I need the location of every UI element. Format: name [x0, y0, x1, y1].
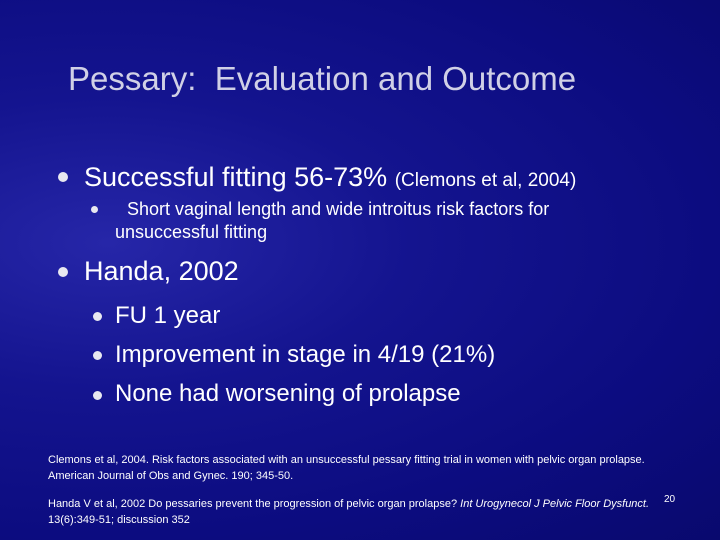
reference-journal: Int Urogynecol J Pelvic Floor Dysfunct.: [460, 498, 650, 510]
sub-bullet: Improvement in stage in 4/19 (21%): [115, 341, 496, 368]
bullet-dot: [93, 391, 102, 400]
bullet-dot: [93, 351, 102, 360]
bullet-dot: [58, 172, 68, 182]
sub-bullet: None had worsening of prolapse: [115, 380, 461, 407]
bullet-dot: [93, 312, 102, 321]
bullet: Successful fitting 56-73% (Clemons et al…: [84, 162, 576, 193]
slide-title: Pessary: Evaluation and Outcome: [68, 60, 577, 97]
bullet-note: (Clemons et al, 2004): [394, 170, 577, 191]
bullet-dot: [91, 206, 98, 213]
page-number: 20: [664, 494, 676, 505]
bullet: Handa, 2002: [84, 256, 239, 286]
sub-bullet: Short vaginal length and wide introitus …: [115, 199, 550, 242]
reference: Handa V et al, 2002 Do pessaries prevent…: [48, 496, 658, 528]
bullet-dot: [58, 267, 68, 277]
sub-bullet: FU 1 year: [115, 302, 221, 329]
reference-text: Clemons et al, 2004. Risk factors associ…: [48, 454, 645, 482]
reference-text: Handa V et al, 2002 Do pessaries prevent…: [48, 498, 461, 510]
reference-text: 13(6):349-51; discussion 352: [48, 514, 190, 526]
reference: Clemons et al, 2004. Risk factors associ…: [48, 452, 658, 484]
bullet-text: Successful fitting 56-73%: [84, 162, 388, 192]
